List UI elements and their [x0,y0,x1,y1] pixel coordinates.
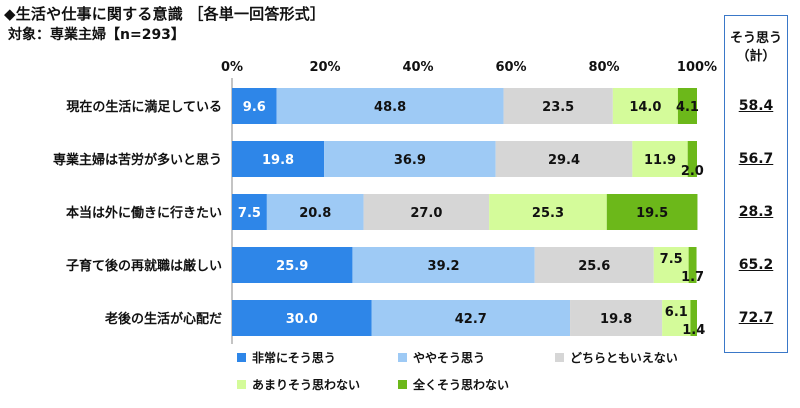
data-label: 42.7 [455,312,487,327]
legend-item: ややそう思う [398,349,485,366]
data-label: 6.1 [665,305,688,320]
total-value: 58.4 [738,98,774,114]
bar-segment [371,300,571,336]
bar-segment [489,194,607,230]
x-tick-label: 80% [588,60,619,75]
bar-segment [688,247,697,283]
data-label: 14.0 [629,100,661,115]
data-label: 1.4 [682,323,705,338]
data-label: 4.1 [676,100,699,115]
data-label: 29.4 [548,153,580,168]
x-tick-label: 20% [309,60,340,75]
legend-label: ややそう思う [413,351,486,365]
category-label: 老後の生活が心配だ [104,311,222,327]
legend-swatch [237,380,246,389]
legend-item: どちらともいえない [555,349,678,366]
total-header-line-2: （計） [736,49,776,64]
bar-segment [534,247,654,283]
bar-segment [232,247,353,283]
data-label: 27.0 [410,206,442,221]
legend-swatch [398,380,407,389]
bar-segment [324,141,496,177]
bar-segment [653,247,689,283]
data-label: 1.7 [681,270,704,285]
category-label: 専業主婦は苦労が多いと思う [53,152,222,168]
x-tick-label: 60% [495,60,526,75]
category-label: 現在の生活に満足している [66,99,222,115]
data-label: 9.6 [243,100,266,115]
data-label: 19.5 [636,206,668,221]
legend-item: 全くそう思わない [398,376,509,393]
bar-segment [570,300,663,336]
data-label: 19.8 [262,153,294,168]
legend-swatch [555,353,564,362]
total-value: 28.3 [738,204,774,220]
x-tick-label: 0% [221,60,243,75]
data-label: 7.5 [660,252,683,267]
data-label: 25.6 [578,259,610,274]
bar-segment [276,88,504,124]
bar-segment [232,300,372,336]
bar-segment [632,141,688,177]
data-label: 39.2 [428,259,460,274]
legend-label: 非常にそう思う [252,351,336,365]
category-label: 子育て後の再就職は厳しい [66,258,222,274]
total-value: 56.7 [738,151,774,167]
bar-segment [687,141,697,177]
x-tick-label: 100% [677,60,717,75]
data-label: 11.9 [644,153,676,168]
legend-label: あまりそう思わない [252,378,361,392]
legend-item: 非常にそう思う [237,349,336,366]
bar-segment [266,194,364,230]
data-label: 7.5 [238,206,261,221]
category-label: 本当は外に働きに行きたい [66,205,222,221]
data-label: 25.9 [276,259,308,274]
data-label: 48.8 [374,100,406,115]
bar-segment [503,88,613,124]
data-label: 30.0 [286,312,318,327]
data-label: 36.9 [394,153,426,168]
total-header-line-1: そう思う [729,31,782,46]
data-label: 25.3 [532,206,564,221]
bar-segment [612,88,678,124]
data-label: 23.5 [542,100,574,115]
bar-segment [606,194,698,230]
chart-subtitle: 対象：専業主婦【n=293】 [8,27,185,43]
bar-segment [690,300,697,336]
bar-segment [495,141,633,177]
legend-item: あまりそう思わない [237,376,360,393]
bar-segment [232,194,267,230]
data-label: 19.8 [600,312,632,327]
legend-label: 全くそう思わない [413,378,510,392]
bar-segment [232,141,325,177]
legend-label: どちらともいえない [570,351,678,365]
total-column: そう思う （計） 58.4 56.7 28.3 65.2 72.7 [724,15,788,353]
legend-swatch [237,353,246,362]
data-label: 20.8 [299,206,331,221]
bar-segment [677,88,697,124]
bar-segment [352,247,535,283]
total-header: そう思う （計） [725,30,787,66]
chart-title: ◆生活や仕事に関する意識 ［各単一回答形式］ [4,5,326,23]
bar-segment [662,300,691,336]
total-value: 65.2 [738,257,774,273]
bar-segment [363,194,490,230]
x-tick-label: 40% [402,60,433,75]
bar-segment [232,88,277,124]
legend-swatch [398,353,407,362]
data-label: 2.0 [681,164,704,179]
total-value: 72.7 [738,310,774,326]
